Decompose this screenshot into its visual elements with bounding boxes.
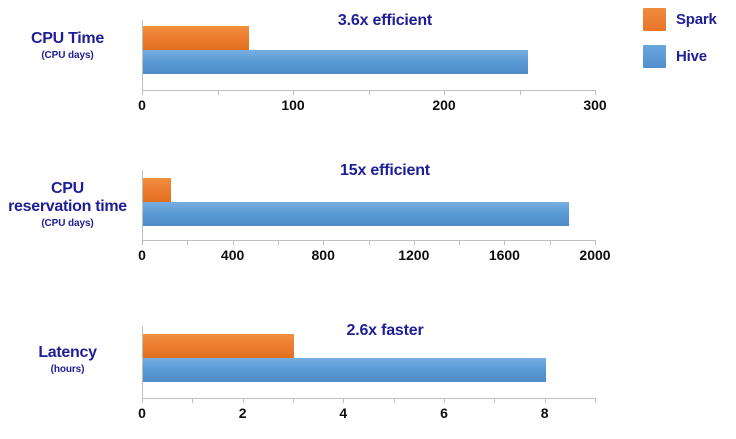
bar-spark-1 xyxy=(143,178,172,202)
x-axis-tick-label: 1600 xyxy=(488,247,520,263)
legend-swatch-spark-icon xyxy=(643,8,666,31)
bar-hive-2 xyxy=(143,358,546,382)
x-axis-tick-label: 1200 xyxy=(398,247,430,263)
x-axis-tick-label: 8 xyxy=(540,405,549,421)
category-subtitle-1: (CPU days) xyxy=(41,218,94,229)
bar-group-1 xyxy=(143,178,596,226)
chart-panel-cpu-time: CPU Time (CPU days) 3.6x efficient 0 100 2… xyxy=(0,4,636,132)
x-axis-line-0 xyxy=(142,90,596,95)
x-axis-tick xyxy=(494,398,496,403)
bar-group-0 xyxy=(143,26,596,74)
plot-area-1: 0 400 800 1200 1600 2000 xyxy=(138,156,611,263)
x-axis-tick xyxy=(323,240,325,245)
x-axis-tick xyxy=(595,90,596,95)
x-axis-tick-label: 2 xyxy=(238,405,247,421)
annotation-text-2: 2.6x faster xyxy=(346,322,424,339)
x-axis-tick xyxy=(549,240,551,245)
x-axis-tick xyxy=(242,398,244,403)
category-label-group-1: CPU reservation time (CPU days) xyxy=(0,180,135,230)
x-axis-tick xyxy=(393,398,395,403)
y-axis-line-2 xyxy=(142,326,143,398)
chart-legend: Spark Hive xyxy=(643,8,736,82)
category-title-0: CPU Time xyxy=(31,30,104,47)
y-axis-line-0 xyxy=(142,20,143,90)
x-axis-line-1 xyxy=(142,240,596,245)
x-axis-tick xyxy=(544,398,546,403)
x-axis-tick xyxy=(444,398,445,403)
bar-group-2 xyxy=(143,334,596,382)
category-label-group-2: Latency (hours) xyxy=(0,344,135,376)
plot-area-2: 0 2 4 6 8 xyxy=(138,308,596,421)
x-axis-tick xyxy=(142,398,143,403)
x-axis-tick-label: 300 xyxy=(583,97,607,113)
category-title-2: Latency xyxy=(38,344,97,361)
x-axis-tick xyxy=(293,90,294,95)
x-axis-tick xyxy=(595,240,596,245)
x-axis-tick xyxy=(192,398,194,403)
x-axis-tick xyxy=(519,90,521,95)
x-axis-tick xyxy=(413,240,415,245)
x-axis-tick xyxy=(504,240,506,245)
bar-hive-0 xyxy=(143,50,529,74)
x-axis-tick xyxy=(368,240,370,245)
plot-area-0: 0 100 200 300 xyxy=(138,4,607,113)
x-axis-tick-label: 100 xyxy=(281,97,305,113)
bar-spark-0 xyxy=(143,26,249,50)
x-tick-labels-1: 0 400 800 1200 1600 2000 xyxy=(138,247,610,267)
chart-panel-cpu-reservation-time: CPU reservation time (CPU days) 15x effi… xyxy=(0,156,636,278)
x-axis-tick xyxy=(444,90,445,95)
x-axis-tick xyxy=(277,240,279,245)
x-axis-tick-label: 2000 xyxy=(579,247,611,263)
x-axis-tick-label: 0 xyxy=(138,97,146,113)
x-axis-tick xyxy=(459,240,461,245)
category-title-1-line1: CPU xyxy=(51,180,84,197)
category-subtitle-0: (CPU days) xyxy=(41,50,94,61)
legend-label-spark: Spark xyxy=(676,11,717,28)
x-axis-tick xyxy=(142,90,143,95)
x-axis-tick-label: 800 xyxy=(311,247,335,263)
category-subtitle-2: (hours) xyxy=(50,364,85,375)
x-axis-tick xyxy=(595,398,596,403)
legend-item-spark: Spark xyxy=(643,8,736,31)
x-axis-tick xyxy=(343,398,345,403)
bar-spark-2 xyxy=(143,334,294,358)
x-axis-tick xyxy=(368,90,370,95)
y-axis-line-1 xyxy=(142,170,143,240)
annotation-text-1: 15x efficient xyxy=(340,162,430,179)
legend-item-hive: Hive xyxy=(643,45,736,68)
x-axis-tick-label: 6 xyxy=(440,405,448,421)
x-axis-tick xyxy=(232,240,234,245)
x-axis-tick-label: 400 xyxy=(220,247,245,263)
x-axis-tick xyxy=(217,90,219,95)
legend-label-hive: Hive xyxy=(676,48,707,65)
legend-swatch-hive-icon xyxy=(643,45,666,68)
x-tick-labels-0: 0 100 200 300 xyxy=(138,97,607,117)
x-axis-tick xyxy=(293,398,294,403)
category-title-1-line2: reservation time xyxy=(8,198,127,215)
x-axis-line-2 xyxy=(142,398,596,403)
x-axis-tick-label: 0 xyxy=(138,405,146,421)
bar-hive-1 xyxy=(143,202,569,226)
chart-panel-latency: Latency (hours) 2.6x faster 0 2 4 6 8 xyxy=(0,308,636,439)
x-axis-tick-label: 4 xyxy=(339,405,348,421)
category-label-group-0: CPU Time (CPU days) xyxy=(0,30,135,62)
x-tick-labels-2: 0 2 4 6 8 xyxy=(138,405,596,425)
x-axis-tick xyxy=(187,240,189,245)
x-axis-tick xyxy=(142,240,143,245)
x-axis-tick-label: 200 xyxy=(432,97,456,113)
annotation-text-0: 3.6x efficient xyxy=(337,12,433,29)
x-axis-tick-label: 0 xyxy=(138,247,146,263)
